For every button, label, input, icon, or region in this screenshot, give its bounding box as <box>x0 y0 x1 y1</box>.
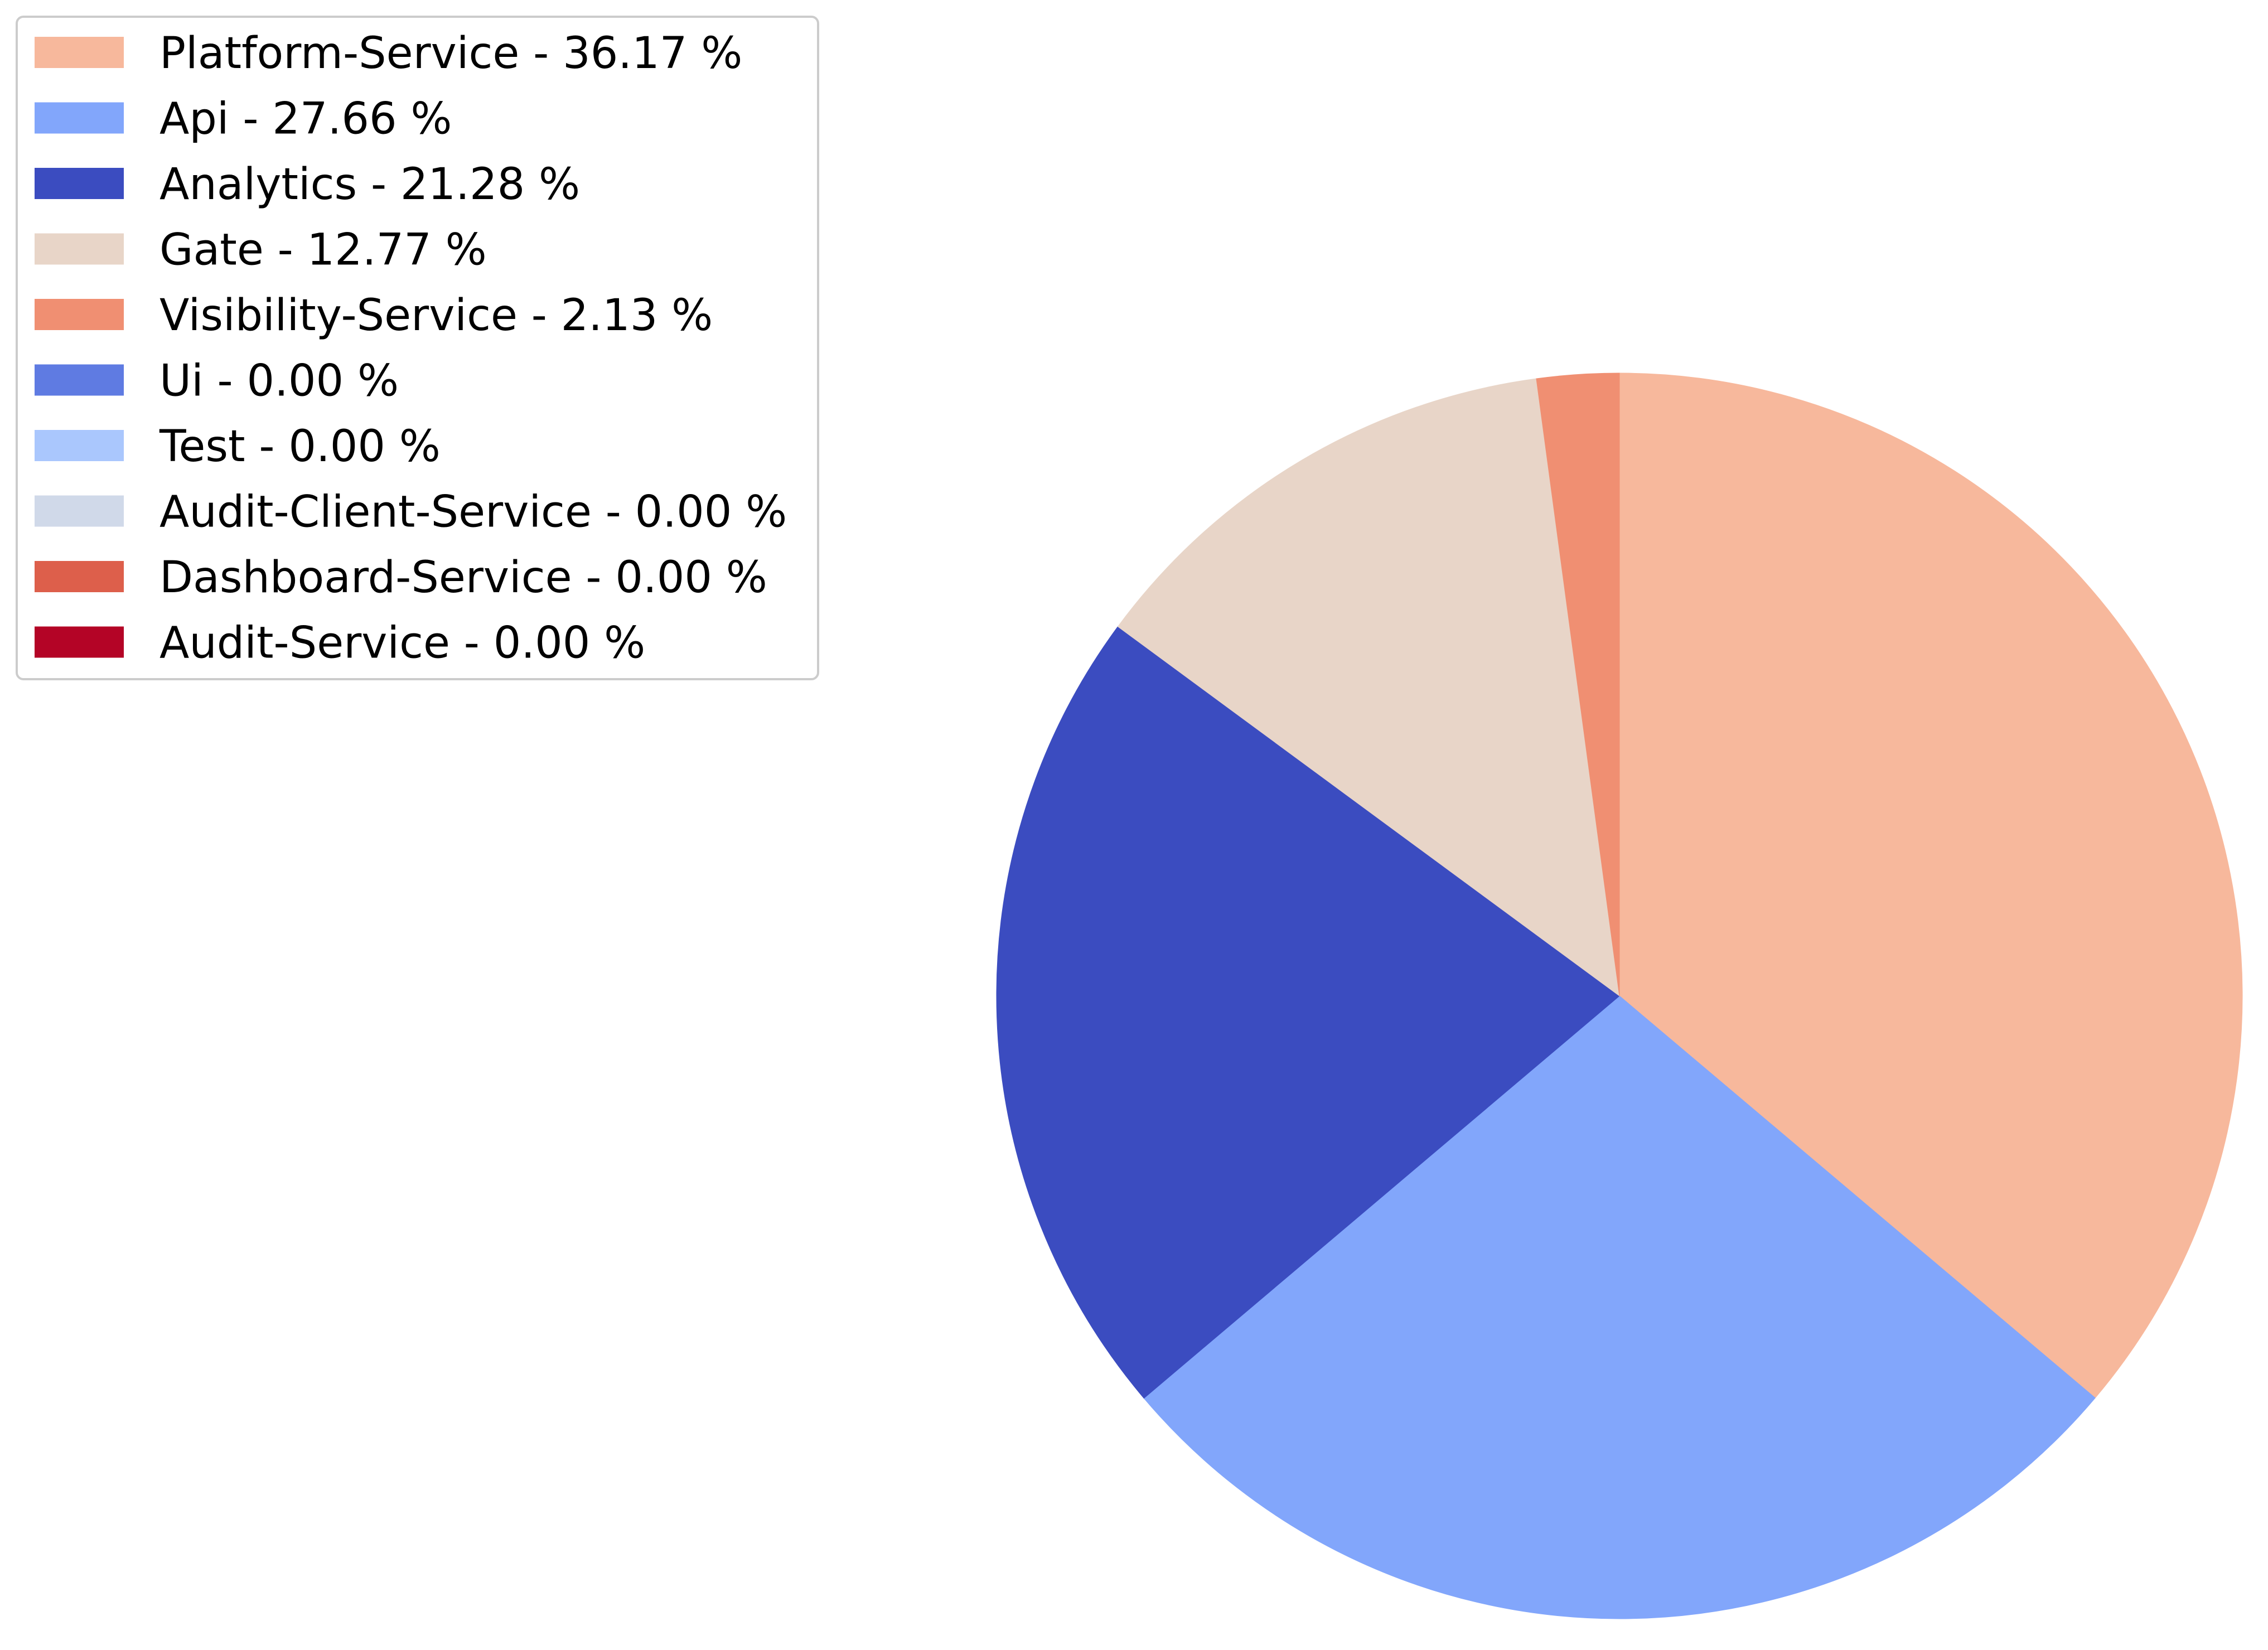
legend-swatch-api <box>35 102 124 134</box>
pie-slice-api <box>1143 995 2096 1619</box>
legend: Platform-Service - 36.17 % Api - 27.66 % A… <box>16 16 819 680</box>
pie-slice-gate <box>1117 378 1620 997</box>
legend-label-api: Api - 27.66 % <box>159 94 452 144</box>
legend-label-gate: Gate - 12.77 % <box>159 225 487 275</box>
legend-label-analytics: Analytics - 21.28 % <box>159 159 580 210</box>
legend-label-ui: Ui - 0.00 % <box>159 356 399 407</box>
legend-label-test: Test - 0.00 % <box>159 422 441 472</box>
legend-swatch-dashboard-service <box>35 561 124 592</box>
legend-swatch-test <box>35 430 124 461</box>
legend-swatch-ui <box>35 364 124 396</box>
legend-swatch-visibility-service <box>35 299 124 330</box>
legend-swatch-audit-client-service <box>35 495 124 527</box>
pie-slice-platform-service <box>1619 372 2243 1399</box>
legend-label-dashboard-service: Dashboard-Service - 0.00 % <box>159 553 767 603</box>
legend-label-visibility-service: Visibility-Service - 2.13 % <box>159 291 713 341</box>
legend-frame <box>16 16 819 680</box>
legend-swatch-platform-service <box>35 37 124 68</box>
legend-label-audit-service: Audit-Service - 0.00 % <box>159 618 645 669</box>
legend-swatch-audit-service <box>35 626 124 658</box>
pie-slice-visibility-service <box>1536 372 1620 996</box>
legend-swatch-analytics <box>35 168 124 199</box>
pie-slices <box>996 372 2243 1619</box>
legend-label-platform-service: Platform-Service - 36.17 % <box>159 28 742 79</box>
pie-slice-analytics <box>996 626 1620 1399</box>
legend-swatch-gate <box>35 233 124 265</box>
legend-label-audit-client-service: Audit-Client-Service - 0.00 % <box>159 487 787 538</box>
